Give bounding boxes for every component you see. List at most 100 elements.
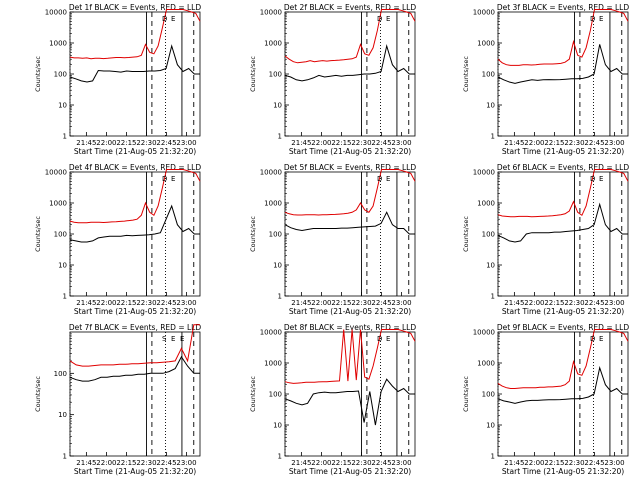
lld-series-line (284, 9, 416, 64)
x-tick-label: 22:30 (564, 459, 584, 467)
annotation-label: E (599, 175, 603, 183)
y-tick-label: 1 (278, 453, 282, 461)
y-tick-label: 1000 (264, 360, 282, 368)
x-axis-label: Start Time (21-Aug-05 21:32:20) (502, 147, 624, 156)
chart-title: Det 1f BLACK = Events, RED = LLD (69, 3, 202, 12)
x-tick-label: 22:30 (136, 459, 156, 467)
x-tick-label: 23:00 (391, 459, 411, 467)
annotation-label: E (386, 335, 390, 343)
annotation-label: S (162, 335, 167, 343)
y-tick-label: 10 (273, 102, 282, 110)
x-axis-label: Start Time (21-Aug-05 21:32:20) (289, 307, 411, 316)
y-tick-label: 100 (482, 71, 495, 79)
x-axis-label: Start Time (21-Aug-05 21:32:20) (289, 467, 411, 476)
x-tick-label: 21:45 (504, 139, 524, 147)
chart-title: Det 7f BLACK = Events, RED = LLD (69, 323, 202, 332)
x-tick-label: 21:45 (291, 299, 311, 307)
chart-panel: Det 4f BLACK = Events, RED = LLD 1 10 100 10… (34, 163, 201, 316)
y-tick-label: 10 (273, 422, 282, 430)
chart-panel: Det 6f BLACK = Events, RED = LLD 1 10 100 10… (462, 163, 629, 316)
x-tick-label: 23:00 (391, 139, 411, 147)
chart-panel: Det 5f BLACK = Events, RED = LLD 1 10 100 10… (249, 163, 416, 316)
annotation-label: D (377, 335, 382, 343)
lld-series-line (69, 9, 201, 60)
chart-panel: Det 3f BLACK = Events, RED = LLD 1 10 100 10… (462, 3, 629, 156)
x-tick-label: 23:00 (176, 459, 196, 467)
chart-title: Det 5f BLACK = Events, RED = LLD (284, 163, 417, 172)
events-series-line (497, 202, 628, 243)
x-tick-label: 23:00 (604, 459, 624, 467)
y-axis-label: Counts/sec (34, 216, 42, 252)
x-tick-label: 22:15 (331, 459, 351, 467)
x-tick-label: 23:00 (604, 299, 624, 307)
x-tick-label: 22:15 (116, 139, 136, 147)
x-tick-label: 21:45 (291, 139, 311, 147)
chart-panel: Det 9f BLACK = Events, RED = LLD 1 10 100 10… (462, 323, 629, 476)
chart-title: Det 6f BLACK = Events, RED = LLD (497, 163, 630, 172)
chart-panel: Det 7f BLACK = Events, RED = LLD 1 10 100 21… (34, 323, 201, 476)
x-tick-label: 22:00 (311, 139, 331, 147)
y-tick-label: 1000 (477, 40, 495, 48)
x-axis-label: Start Time (21-Aug-05 21:32:20) (502, 467, 624, 476)
x-tick-label: 22:30 (564, 299, 584, 307)
x-tick-label: 22:30 (136, 299, 156, 307)
y-tick-label: 1000 (49, 40, 67, 48)
x-tick-label: 22:45 (371, 139, 391, 147)
y-tick-label: 100 (54, 71, 67, 79)
x-tick-label: 21:45 (76, 139, 96, 147)
y-axis-label: Counts/sec (462, 56, 470, 92)
events-series-line (497, 365, 628, 404)
y-tick-label: 10 (273, 262, 282, 270)
y-axis-label: Counts/sec (249, 216, 257, 252)
x-tick-label: 21:45 (76, 299, 96, 307)
lld-series-line (284, 169, 416, 216)
annotation-label: E (599, 15, 603, 23)
x-axis-label: Start Time (21-Aug-05 21:32:20) (74, 307, 196, 316)
annotation-label: E (386, 175, 390, 183)
x-tick-label: 22:00 (96, 299, 116, 307)
plot-frame (69, 11, 201, 137)
chart-panel: Det 8f BLACK = Events, RED = LLD 1 10 100 10… (249, 323, 416, 476)
chart-title: Det 3f BLACK = Events, RED = LLD (497, 3, 630, 12)
x-tick-label: 22:00 (524, 299, 544, 307)
y-tick-label: 1000 (477, 200, 495, 208)
x-tick-label: 23:00 (176, 139, 196, 147)
y-tick-label: 1000 (264, 200, 282, 208)
plot-frame (69, 171, 201, 297)
y-tick-label: 10 (58, 411, 67, 419)
y-axis-label: Counts/sec (462, 216, 470, 252)
y-tick-label: 100 (269, 391, 282, 399)
lld-series-line (497, 9, 629, 66)
y-tick-label: 100 (54, 370, 67, 378)
annotation-label: E (171, 335, 175, 343)
x-tick-label: 22:30 (351, 139, 371, 147)
lld-series-line (69, 324, 200, 367)
events-series-line (284, 211, 415, 235)
y-tick-label: 10000 (45, 9, 67, 17)
x-tick-label: 22:00 (96, 139, 116, 147)
events-series-line (69, 355, 200, 382)
chart-title: Det 9f BLACK = Events, RED = LLD (497, 323, 630, 332)
y-tick-label: 10 (486, 102, 495, 110)
y-tick-label: 100 (482, 231, 495, 239)
plot-frame (497, 11, 629, 137)
y-tick-label: 1 (63, 133, 67, 141)
annotation-label: D (162, 15, 167, 23)
y-tick-label: 1 (491, 293, 495, 301)
y-axis-label: Counts/sec (462, 376, 470, 412)
x-tick-label: 22:15 (116, 299, 136, 307)
x-tick-label: 22:00 (96, 459, 116, 467)
annotation-label: D (377, 175, 382, 183)
y-tick-label: 100 (54, 231, 67, 239)
x-tick-label: 22:00 (524, 459, 544, 467)
x-tick-label: 22:45 (584, 139, 604, 147)
x-tick-label: 23:00 (604, 139, 624, 147)
annotation-label: D (590, 15, 595, 23)
x-tick-label: 21:45 (76, 459, 96, 467)
annotation-label: E (171, 15, 175, 23)
plot-frame (284, 11, 416, 137)
x-tick-label: 22:30 (351, 299, 371, 307)
x-tick-label: 22:45 (156, 139, 176, 147)
events-series-line (284, 378, 415, 426)
x-tick-label: 21:45 (291, 459, 311, 467)
